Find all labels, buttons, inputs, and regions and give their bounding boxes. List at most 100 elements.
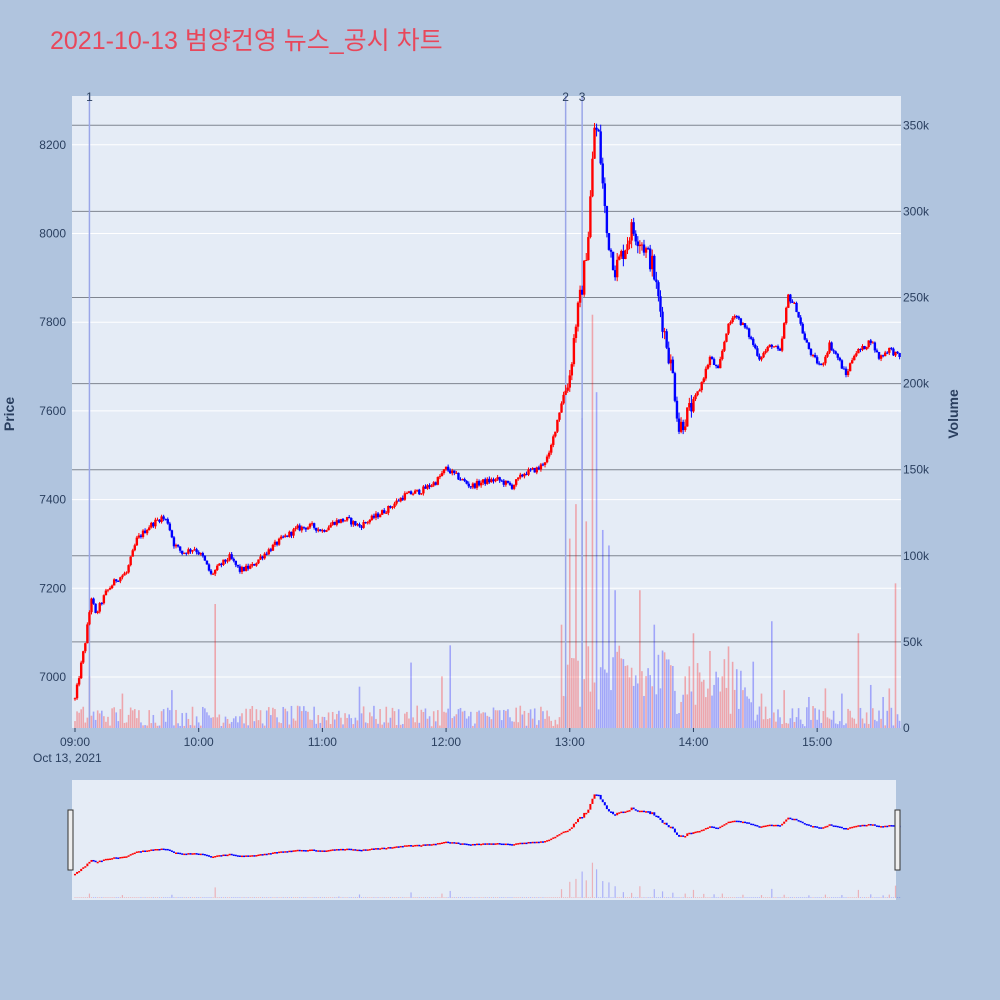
slider-candle [840,826,843,829]
slider-volume-bar [678,897,680,898]
candle [216,564,219,571]
candle [218,563,221,566]
candle [178,546,182,553]
slider-candle [249,855,252,857]
slider-candle [447,841,450,844]
volume-bar [463,710,466,728]
volume-bar [568,538,571,728]
candle [88,610,91,626]
candle [282,535,285,539]
candle [853,354,856,361]
candle [681,419,685,435]
volume-bar [771,621,773,728]
slider-candle [162,848,165,851]
slider-volume-bar [701,897,703,898]
slider-volume-bar [725,897,728,898]
slider-volume-bar [311,897,313,898]
candle [875,348,879,353]
volume-bar [585,521,588,728]
slider-volume-bar [554,897,556,898]
volume-bar [371,716,373,728]
slider-volume-bar [527,897,530,898]
candle [828,340,831,355]
slider-volume-bar [890,897,892,898]
candle [145,528,149,536]
slider-candle [832,825,835,827]
volume-bar [356,720,359,728]
volume-bar [513,721,515,728]
news-marker-label[interactable]: 3 [579,90,586,104]
slider-candle [836,825,839,828]
slider-volume-bar [402,897,404,898]
news-marker-label[interactable]: 2 [562,90,569,104]
volume-bar [892,725,895,728]
range-slider[interactable] [72,780,896,900]
candle [702,377,705,384]
slider-candle [96,861,99,864]
slider-candle [257,854,260,857]
candle [822,362,825,367]
candle [648,244,652,272]
volume-bar [523,710,526,728]
candle [317,527,320,533]
volume-bar [865,712,868,728]
volume-bar [684,676,687,728]
slider-candle [577,818,580,823]
slider-volume-bar [420,897,422,898]
slider-volume-bar [857,889,859,898]
slider-volume-bar [643,897,645,898]
slider-candle [383,847,386,850]
volume-bar [641,671,643,728]
volume-bar [884,725,886,728]
slider-volume-bar [802,897,804,898]
news-marker-label[interactable]: 1 [86,90,93,104]
slider-volume-bar [173,897,175,898]
slider-volume-bar [255,897,258,898]
volume-tick-label: 150k [903,463,930,477]
candle [632,217,635,236]
candle [481,479,485,486]
slider-volume-bar [653,889,655,898]
candle [201,551,205,558]
volume-bar [707,688,709,728]
volume-bar [494,710,497,728]
slider-candle [626,810,629,813]
volume-bar [898,720,901,728]
candle [568,369,571,392]
slider-volume-bar [767,897,769,898]
slider-candle [426,844,429,846]
slider-candle [700,829,703,832]
candle [809,348,813,357]
slider-volume-bar [589,897,591,898]
candle [651,249,654,277]
volume-bar [731,661,734,728]
candle [360,524,363,531]
slider-candle [98,860,101,863]
candle [238,564,242,574]
slider-volume-bar [826,897,829,898]
candle [574,324,578,343]
volume-bar [480,713,482,728]
slider-candle [267,853,270,855]
candle [378,513,382,518]
slider-candle [548,839,551,842]
volume-bar [133,709,136,728]
slider-volume-bar [428,897,431,898]
slider-volume-bar [587,897,589,898]
volume-bar [331,711,334,728]
slider-candle [624,811,627,813]
volume-bar [214,604,216,728]
candle [747,327,751,340]
slider-volume-bar [565,897,567,898]
candle [467,481,470,489]
candle [446,464,450,473]
range-slider-right-handle[interactable] [894,809,901,871]
range-slider-left-handle[interactable] [67,809,74,871]
volume-bar [445,712,447,728]
slider-candle [109,858,112,861]
candle [605,205,609,238]
volume-bar [808,697,810,728]
candle [797,311,800,318]
volume-bar [366,723,369,728]
slider-candle [752,823,755,826]
